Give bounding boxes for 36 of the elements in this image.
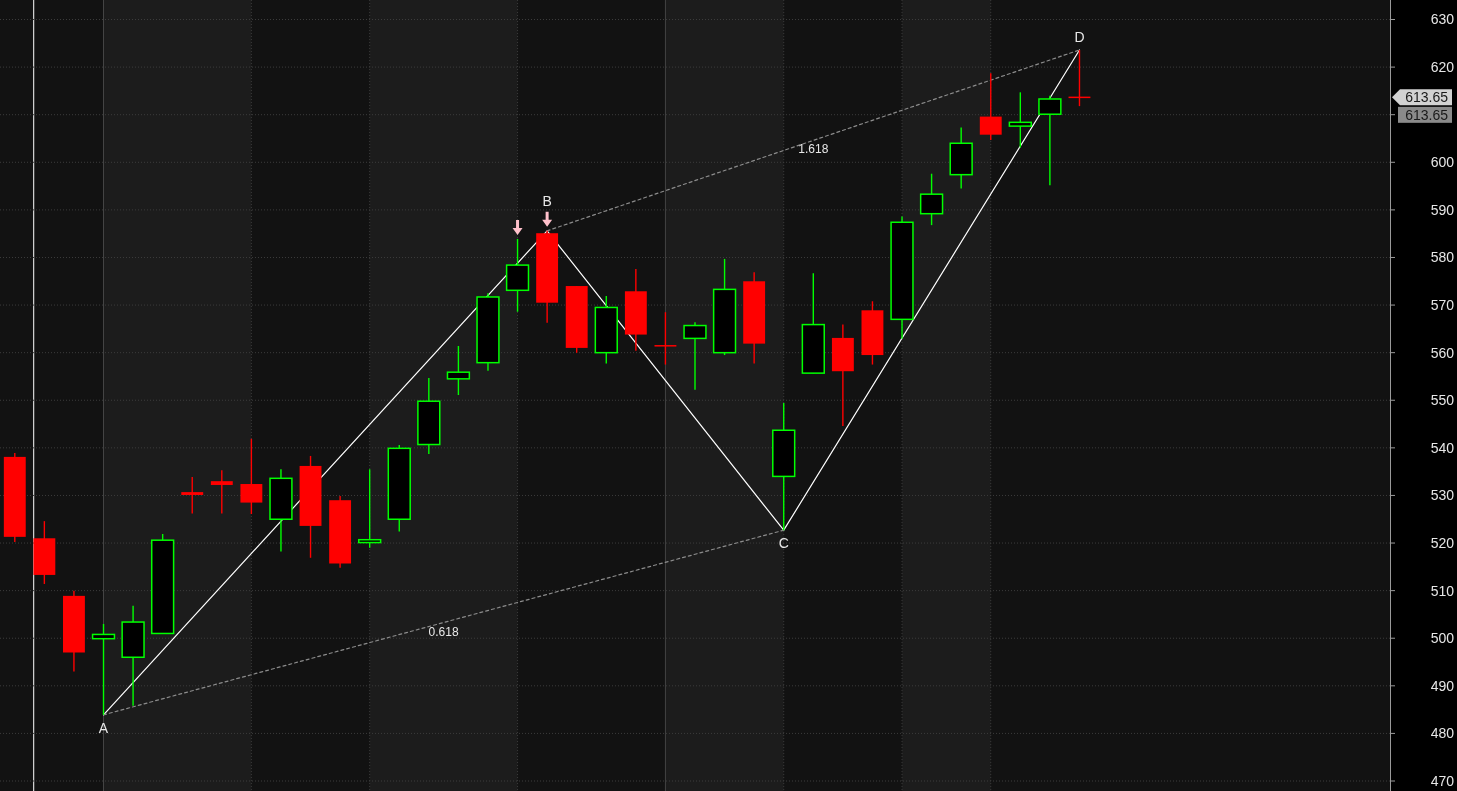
y-tick-label: 490 bbox=[1430, 677, 1455, 694]
candlestick bbox=[1008, 91, 1033, 149]
data-label: B bbox=[542, 192, 552, 209]
y-tick-label: 560 bbox=[1430, 344, 1455, 361]
text: 613.65 bbox=[1405, 106, 1449, 123]
candlestick bbox=[683, 321, 707, 391]
candlestick bbox=[181, 476, 204, 515]
line-series bbox=[102, 49, 1081, 716]
series-label: 1.618 bbox=[798, 142, 829, 157]
candlestick bbox=[240, 438, 263, 515]
y-tick-label: 590 bbox=[1430, 201, 1455, 218]
candlestick bbox=[979, 72, 1002, 141]
data-label: A bbox=[98, 719, 109, 736]
y-tick-label: 620 bbox=[1430, 59, 1455, 76]
candlestick bbox=[1038, 94, 1062, 186]
y-tick-label: 500 bbox=[1430, 630, 1455, 647]
y-tick-label: 600 bbox=[1430, 154, 1455, 171]
series-label: 0.618 bbox=[428, 624, 459, 639]
y-tick-label: 630 bbox=[1430, 11, 1455, 28]
text: 613.65 bbox=[1405, 89, 1449, 106]
data-label: D bbox=[1074, 28, 1085, 45]
candlestick bbox=[446, 345, 471, 396]
y-tick-label: 580 bbox=[1430, 249, 1455, 266]
y-tick-label: 520 bbox=[1430, 534, 1455, 551]
y-tick-label: 550 bbox=[1430, 392, 1455, 409]
candlestick bbox=[654, 311, 677, 366]
data-label: C bbox=[778, 535, 789, 552]
y-tick-label: 540 bbox=[1430, 439, 1455, 456]
candlestick bbox=[919, 173, 944, 226]
y-tick-label: 570 bbox=[1430, 296, 1455, 313]
candlestick bbox=[357, 468, 382, 549]
y-tick-label: 510 bbox=[1430, 582, 1455, 599]
y-tick-label: 480 bbox=[1430, 725, 1455, 742]
candlestick bbox=[210, 469, 233, 515]
y-tick-label: 530 bbox=[1430, 487, 1455, 504]
y-tick-label: 470 bbox=[1430, 772, 1455, 789]
